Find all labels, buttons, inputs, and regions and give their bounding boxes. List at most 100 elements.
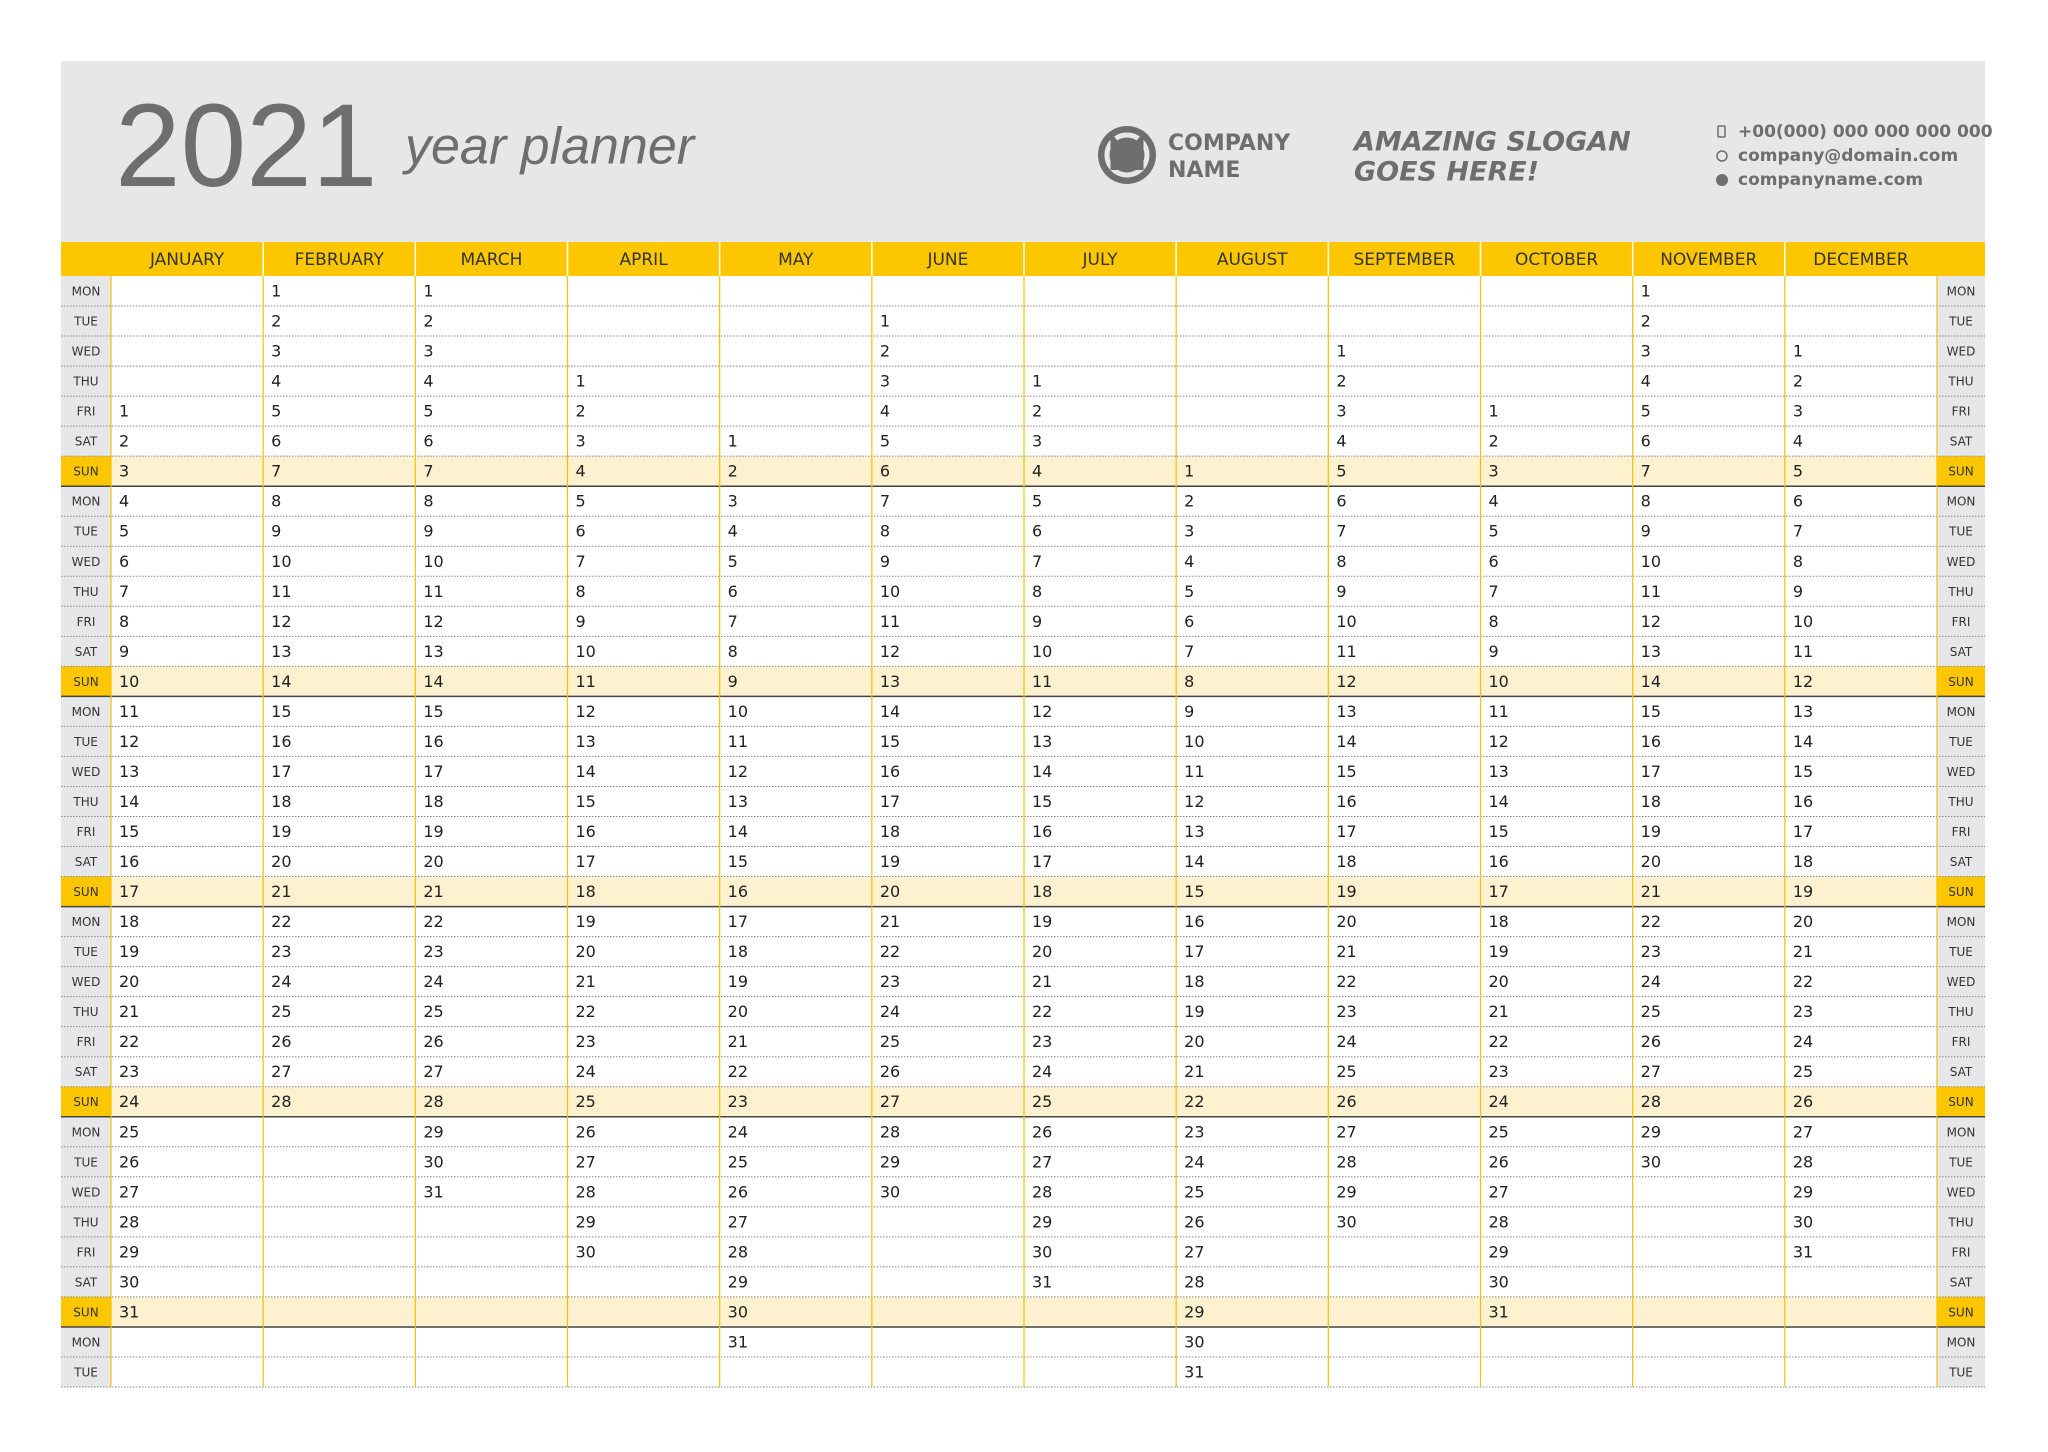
day-number: 5 (423, 402, 433, 421)
day-number: 18 (576, 882, 596, 901)
day-number: 30 (728, 1302, 748, 1321)
day-number: 25 (423, 1002, 443, 1021)
weekday-cell (1937, 936, 1985, 967)
company-name: COMPANY (1168, 131, 1291, 156)
day-number: 20 (880, 882, 900, 901)
weekday-cell (61, 876, 111, 907)
day-number: 2 (1184, 492, 1194, 511)
weekday-label: SUN (73, 1095, 98, 1109)
day-number: 14 (1793, 732, 1813, 751)
day-number: 5 (880, 432, 890, 451)
day-number: 10 (1184, 732, 1204, 751)
day-number: 24 (119, 1092, 139, 1111)
logo (1098, 126, 1156, 184)
day-number: 1 (1336, 342, 1346, 361)
day-number: 10 (1032, 642, 1052, 661)
day-number: 15 (119, 822, 139, 841)
day-number: 16 (728, 882, 748, 901)
weekday-label: TUE (1948, 945, 1973, 959)
day-number: 22 (728, 1062, 748, 1081)
day-number: 13 (728, 792, 748, 811)
day-number: 2 (119, 432, 129, 451)
slogan: AMAZING SLOGAN (1352, 127, 1631, 158)
day-number: 10 (1336, 612, 1356, 631)
month-name: FEBRUARY (295, 250, 385, 270)
day-number: 29 (119, 1242, 139, 1261)
day-number: 13 (880, 672, 900, 691)
day-number: 3 (1641, 342, 1651, 361)
day-number: 27 (576, 1152, 596, 1171)
day-number: 7 (576, 552, 586, 571)
day-number: 7 (271, 462, 281, 481)
month-name: AUGUST (1217, 250, 1288, 270)
day-number: 3 (1336, 402, 1346, 421)
slogan: GOES HERE! (1354, 157, 1539, 188)
day-number: 30 (880, 1182, 900, 1201)
weekday-cell (1937, 516, 1985, 547)
weekday-label: WED (1947, 975, 1976, 989)
day-number: 22 (119, 1032, 139, 1051)
month-header-band (61, 242, 1985, 276)
day-number: 12 (728, 762, 748, 781)
weekday-cell (61, 1116, 111, 1147)
day-number: 20 (1793, 912, 1813, 931)
day-number: 23 (1793, 1002, 1813, 1021)
month-name: NOVEMBER (1660, 250, 1757, 270)
day-number: 24 (423, 972, 443, 991)
day-number: 17 (119, 882, 139, 901)
day-number: 1 (423, 282, 433, 301)
weekday-label: TUE (73, 735, 98, 749)
weekday-cell (1937, 1116, 1985, 1147)
weekday-label: SUN (1948, 885, 1973, 899)
weekday-label: MON (72, 1125, 101, 1139)
day-number: 28 (271, 1092, 291, 1111)
day-number: 16 (423, 732, 443, 751)
day-number: 4 (1489, 492, 1499, 511)
day-number: 10 (728, 702, 748, 721)
day-number: 15 (576, 792, 596, 811)
day-number: 23 (1032, 1032, 1052, 1051)
day-number: 7 (880, 492, 890, 511)
day-number: 28 (1489, 1212, 1509, 1231)
day-number: 15 (1184, 882, 1204, 901)
day-number: 2 (728, 462, 738, 481)
day-number: 18 (1793, 852, 1813, 871)
day-number: 10 (271, 552, 291, 571)
weekday-cell (1937, 846, 1985, 877)
day-number: 30 (1641, 1152, 1661, 1171)
day-number: 16 (1489, 852, 1509, 871)
day-number: 6 (728, 582, 738, 601)
day-number: 15 (1641, 702, 1661, 721)
day-number: 1 (1793, 342, 1803, 361)
weekday-label: TUE (1948, 1365, 1973, 1379)
weekday-label: FRI (1952, 615, 1971, 629)
day-number: 11 (880, 612, 900, 631)
day-number: 4 (1793, 432, 1803, 451)
day-number: 20 (1032, 942, 1052, 961)
weekday-label: THU (1947, 375, 1973, 389)
day-number: 23 (271, 942, 291, 961)
weekday-label: THU (72, 375, 98, 389)
weekday-cell (61, 1296, 111, 1327)
weekday-cell (1937, 546, 1985, 577)
day-number: 20 (1489, 972, 1509, 991)
day-number: 24 (1032, 1062, 1052, 1081)
weekday-cell (1937, 1206, 1985, 1237)
day-number: 7 (1641, 462, 1651, 481)
month-name: MARCH (460, 250, 522, 270)
day-number: 30 (119, 1272, 139, 1291)
day-number: 12 (1641, 612, 1661, 631)
weekday-cell (61, 1086, 111, 1117)
day-number: 11 (1336, 642, 1356, 661)
day-number: 5 (119, 522, 129, 541)
weekday-label: THU (72, 795, 98, 809)
day-number: 29 (423, 1122, 443, 1141)
day-number: 7 (119, 582, 129, 601)
day-number: 30 (1032, 1242, 1052, 1261)
day-number: 29 (1032, 1212, 1052, 1231)
day-number: 17 (271, 762, 291, 781)
weekday-label: TUE (1948, 735, 1973, 749)
day-number: 13 (1184, 822, 1204, 841)
day-number: 9 (880, 552, 890, 571)
day-number: 18 (880, 822, 900, 841)
